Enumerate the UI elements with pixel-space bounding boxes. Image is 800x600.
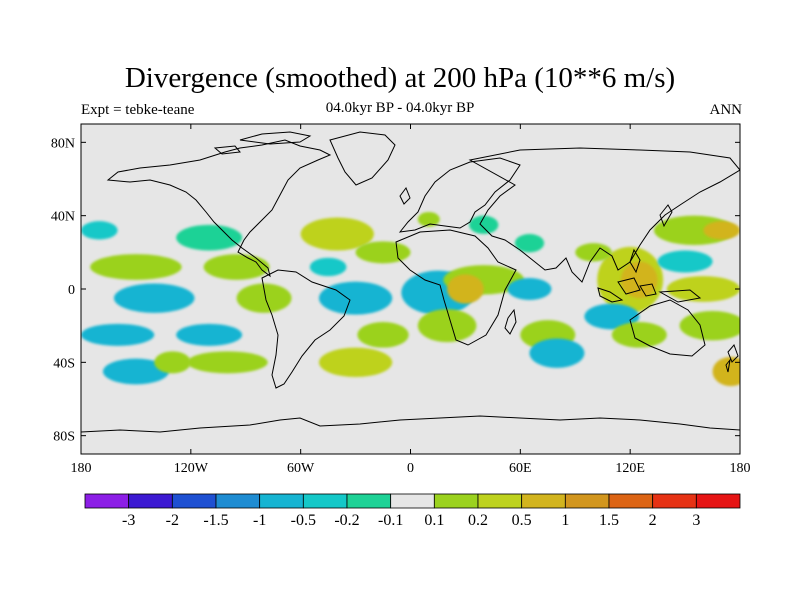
colorbar-swatch (695, 493, 741, 509)
colorbar-swatch (390, 493, 435, 509)
field-blob-23 (81, 323, 155, 346)
coastline-british-isles (399, 186, 411, 205)
colorbar-label: 0.1 (424, 512, 444, 529)
colorbar-swatch (652, 493, 697, 509)
coastline-greenland (329, 131, 396, 186)
colorbar-label: -3 (122, 512, 135, 529)
field-blob-28 (357, 322, 409, 348)
colorbar-swatch (84, 493, 130, 509)
field-blob-8 (236, 283, 292, 313)
field-blob-12 (507, 278, 552, 300)
divergence-field (81, 212, 740, 387)
coastlines (81, 131, 740, 433)
coastline-africa (395, 229, 517, 346)
coastline-japan (659, 204, 673, 228)
coastline-madagascar (504, 308, 517, 335)
field-blob-30 (447, 274, 484, 304)
colorbar-label: 2 (649, 512, 657, 529)
colorbar-label: -1 (253, 512, 266, 529)
lon-tick-label: 120W (174, 461, 209, 476)
field-blob-20 (657, 250, 713, 273)
lat-tick-label: 0 (68, 283, 75, 298)
field-blob-5 (90, 254, 182, 280)
field-blob-26 (187, 351, 268, 374)
colorbar: -3 -2 -1.5 -1 -0.5 -0.2 -0.1 0.1 0.2 0.5 1 1.5 2 3 (84, 493, 741, 529)
coastline-maritime-continent (597, 248, 702, 303)
field-blob-0 (81, 221, 118, 240)
coastline-new-zealand (725, 344, 739, 373)
coastline-antarctica (81, 415, 740, 433)
field-blob-21 (575, 243, 612, 262)
colorbar-swatch (215, 493, 261, 509)
coastline-south-america (261, 269, 351, 389)
colorbar-swatch (128, 493, 173, 509)
coastline-australia (629, 299, 706, 357)
field-blob-16 (621, 261, 658, 299)
field-blob-17 (666, 276, 740, 302)
map-axes: 180 120W 60W 0 60E 120E 180 80N 40N 0 40S 80S (51, 124, 751, 476)
colorbar-swatch (564, 493, 610, 509)
field-blob-3 (309, 257, 347, 277)
field-blob-1 (176, 224, 243, 251)
colorbar-label: -2 (166, 512, 179, 529)
colorbar-swatch (171, 493, 217, 509)
coastline-europe (398, 157, 521, 233)
field-blob-33 (584, 303, 640, 330)
lon-tick-label: 180 (730, 461, 751, 476)
colorbar-swatch (259, 493, 304, 509)
colorbar-label: -1.5 (203, 512, 228, 529)
colorbar-swatch (521, 493, 566, 509)
field-blob-13 (514, 234, 545, 253)
colorbar-swatch (346, 493, 392, 509)
field-blob-19 (703, 221, 740, 240)
coastline-north-america (106, 139, 332, 278)
field-blob-27 (318, 347, 393, 378)
colorbar-label: 1 (561, 512, 569, 529)
lon-tick-label: 0 (407, 461, 414, 476)
field-blob-4 (355, 241, 411, 264)
lon-tick-label: 120E (615, 461, 645, 476)
field-blob-22 (417, 212, 440, 227)
map-subtitle: 04.0kyr BP - 04.0kyr BP (325, 100, 475, 116)
colorbar-swatch (477, 493, 523, 509)
colorbar-label: 0.2 (468, 512, 488, 529)
lat-tick-label: 80S (53, 430, 75, 445)
colorbar-label: -0.1 (378, 512, 403, 529)
colorbar-label: 1.5 (599, 512, 619, 529)
lon-tick-label: 180 (71, 461, 92, 476)
field-blob-32 (529, 338, 585, 368)
field-blob-25 (102, 358, 169, 385)
colorbar-swatch (608, 493, 654, 509)
field-blob-34 (611, 322, 667, 348)
field-blob-14 (469, 215, 499, 234)
colorbar-label: 3 (692, 512, 700, 529)
field-blob-36 (712, 356, 740, 387)
coastline-asia (468, 147, 740, 283)
map-title: Divergence (smoothed) at 200 hPa (10**6 … (124, 62, 676, 94)
lat-tick-label: 40N (51, 210, 75, 225)
field-blob-37 (154, 351, 191, 374)
experiment-label: Expt = tebke-teane (81, 102, 195, 118)
lon-tick-label: 60W (287, 461, 315, 476)
lon-tick-label: 60E (509, 461, 532, 476)
field-blob-9 (318, 281, 393, 315)
lat-tick-label: 80N (51, 136, 75, 151)
field-blob-2 (300, 217, 374, 251)
field-blob-24 (176, 323, 243, 346)
colorbar-swatch (302, 493, 348, 509)
colorbar-label: -0.5 (291, 512, 316, 529)
field-blob-29 (417, 309, 477, 343)
lat-tick-label: 40S (53, 356, 75, 371)
colorbar-label: 0.5 (512, 512, 532, 529)
colorbar-swatch (433, 493, 479, 509)
field-blob-7 (113, 283, 195, 313)
season-label: ANN (709, 102, 743, 118)
colorbar-label: -0.2 (334, 512, 359, 529)
field-blob-35 (679, 311, 740, 341)
coastline-arctic-islands (213, 131, 312, 155)
